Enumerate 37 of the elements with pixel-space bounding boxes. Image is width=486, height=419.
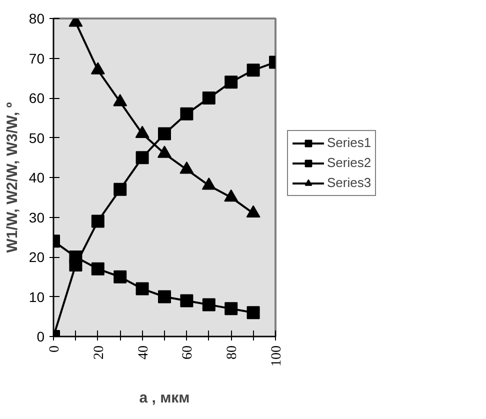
y-tick-label: 70: [28, 50, 45, 66]
point: [114, 182, 127, 196]
y-tick-label: 30: [28, 209, 45, 226]
x-tick-label: 40: [136, 346, 152, 360]
point: [69, 250, 82, 264]
y-tick-label: 0: [36, 328, 45, 344]
legend-label: Series1: [327, 135, 372, 150]
point: [91, 214, 104, 228]
y-tick-label: 50: [28, 130, 45, 146]
point: [246, 306, 260, 320]
point: [158, 290, 171, 304]
x-tick-label: 20: [92, 346, 107, 360]
legend-label: Series2: [327, 155, 372, 170]
x-axis-title: a , мкм: [139, 390, 190, 406]
point: [158, 127, 171, 140]
point: [202, 92, 216, 104]
y-tick-label: 20: [28, 249, 45, 265]
x-tick-label: 100: [270, 346, 284, 366]
point: [246, 64, 260, 77]
x-tick-label: 0: [48, 346, 62, 352]
x-tick-label: 80: [225, 346, 240, 360]
legend-label: Series3: [327, 175, 372, 190]
y-tick-label: 40: [28, 170, 45, 186]
point: [224, 302, 238, 316]
point: [136, 282, 149, 296]
point: [202, 298, 216, 312]
point: [91, 262, 104, 276]
point: [114, 270, 127, 284]
y-axis-title: W1/W, W2/W, W3/W, º: [4, 102, 21, 253]
y-tick-label: 10: [28, 288, 45, 305]
point: [180, 294, 194, 308]
point: [136, 151, 149, 164]
x-tick-label: 60: [180, 346, 196, 360]
point: [180, 107, 194, 120]
y-tick-label: 60: [28, 90, 45, 106]
point: [224, 76, 238, 89]
y-tick-label: 80: [28, 10, 45, 26]
